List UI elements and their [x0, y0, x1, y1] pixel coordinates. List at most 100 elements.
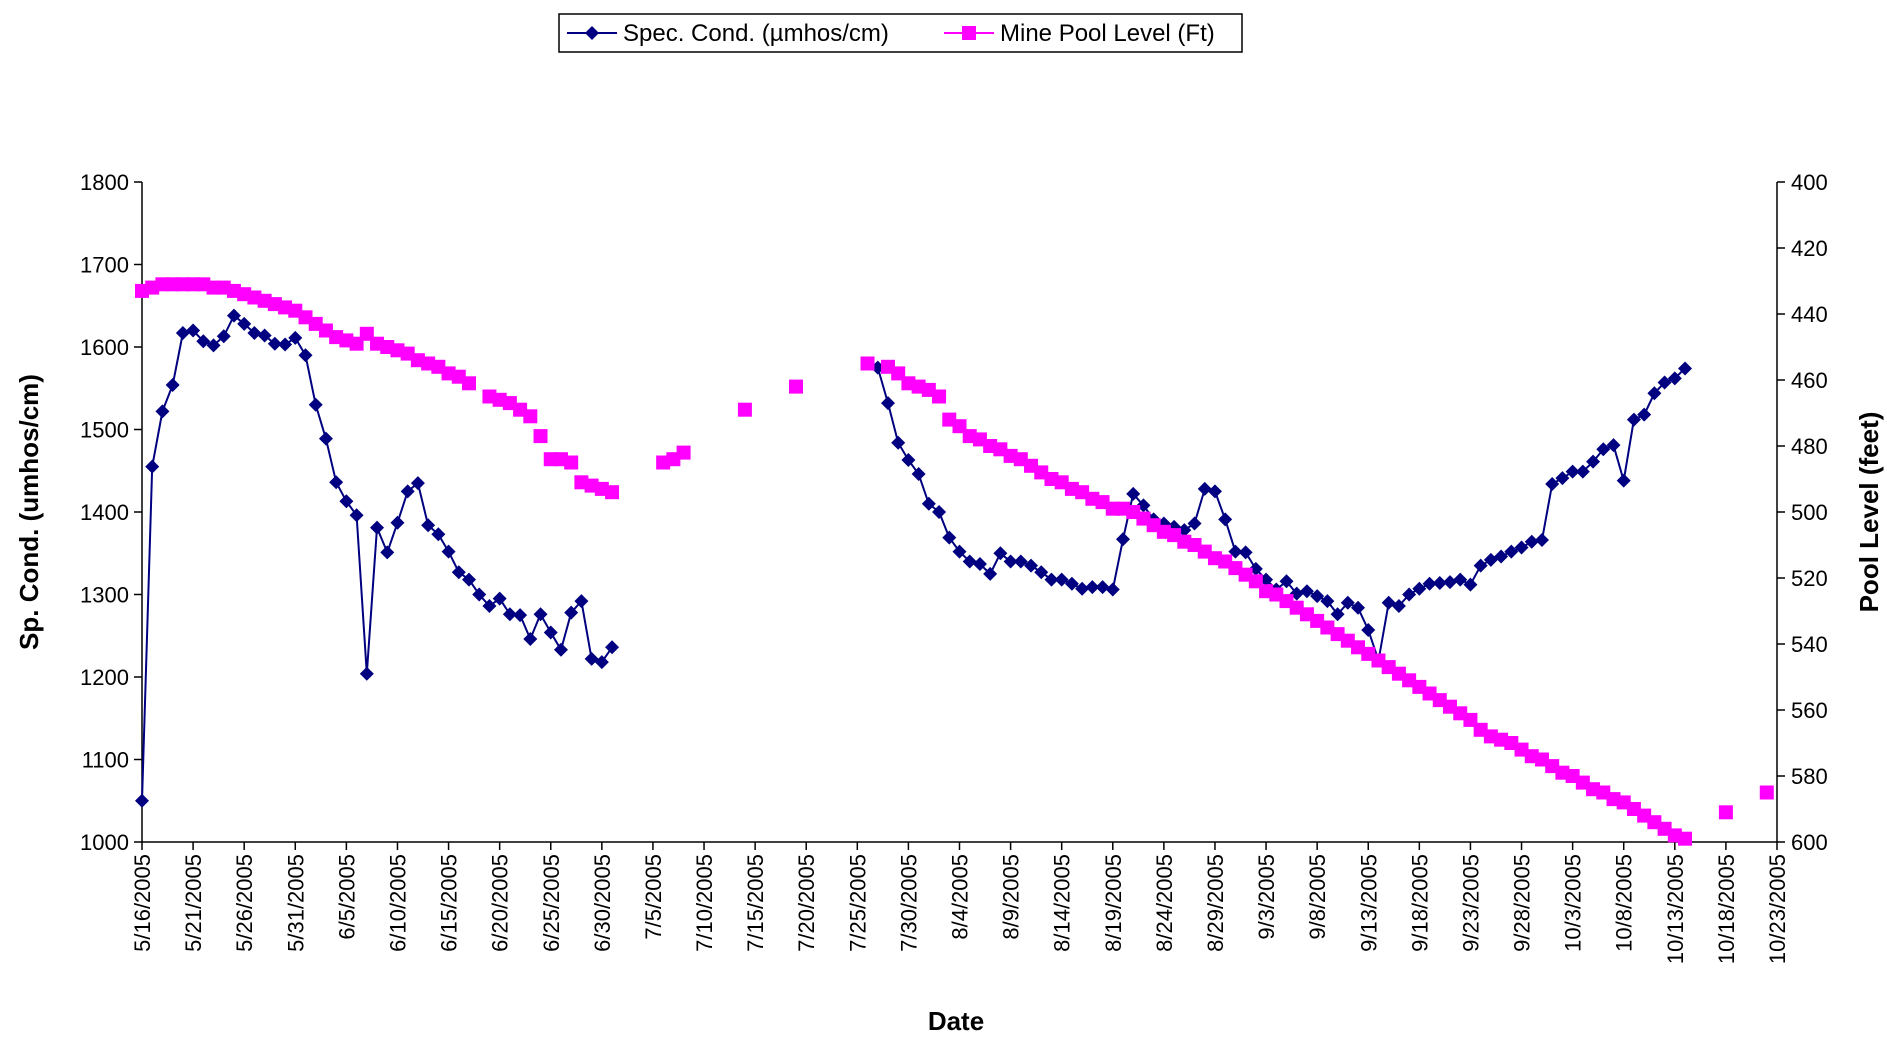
- spec-cond-point: [1616, 473, 1631, 488]
- x-axis-ticks: 5/16/2005 5/21/2005 5/26/2005 5/31/2005 6/5/…: [130, 842, 1790, 964]
- y-axis-title: Sp. Cond. (umhos/cm): [14, 374, 44, 650]
- spec-cond-point: [278, 337, 293, 352]
- spec-cond-point: [1443, 575, 1457, 590]
- spec-cond-point: [1361, 622, 1376, 637]
- mine-pool-level-point: [860, 356, 875, 371]
- x-tick-label: 8/19/2005: [1101, 854, 1126, 952]
- spec-cond-point: [1494, 549, 1509, 564]
- x-tick-label: 5/26/2005: [232, 854, 257, 952]
- spec-cond-point: [502, 607, 517, 622]
- legend-marker-mine-pool-level: [962, 26, 976, 40]
- spec-cond-point: [421, 518, 436, 533]
- spec-cond-point: [1330, 607, 1345, 622]
- mine-pool-level-point: [564, 455, 579, 470]
- spec-cond-point: [605, 640, 620, 655]
- y-tick-label: 1800: [80, 170, 129, 195]
- spec-cond-point: [441, 544, 456, 559]
- spec-cond-point: [370, 520, 385, 535]
- x-tick-label: 6/5/2005: [334, 854, 359, 940]
- spec-cond-point: [1453, 572, 1468, 587]
- x-tick-label: 7/5/2005: [641, 854, 666, 940]
- y2-axis-ticks: 400 420 440 460 480 500 520 540 560 580 600: [1777, 170, 1828, 855]
- spec-cond-point: [298, 348, 313, 363]
- legend-box: [558, 13, 1243, 53]
- spec-cond-point: [216, 329, 231, 344]
- mine-pool-level-point: [533, 429, 548, 444]
- spec-cond-point: [1310, 589, 1325, 604]
- x-tick-label: 7/20/2005: [794, 854, 819, 952]
- spec-cond-point: [247, 325, 262, 340]
- spec-cond-point: [952, 544, 967, 559]
- x-tick-label: 6/15/2005: [437, 854, 462, 952]
- spec-cond-point: [186, 323, 201, 338]
- spec-cond-point: [1534, 533, 1549, 548]
- x-axis-title: Date: [928, 1006, 984, 1036]
- mine-pool-level-point: [1759, 785, 1774, 800]
- spec-cond-point: [308, 397, 323, 412]
- x-tick-label: 8/9/2005: [999, 854, 1024, 940]
- mine-pool-level-point: [676, 445, 691, 460]
- spec-cond-point: [932, 505, 947, 519]
- y-tick-label: 1700: [80, 253, 129, 278]
- spec-cond-point: [1647, 386, 1662, 401]
- spec-cond-point: [1299, 584, 1314, 599]
- spec-cond-point: [1340, 595, 1355, 610]
- spec-cond-point: [431, 527, 446, 542]
- y2-tick-label: 440: [1791, 302, 1828, 327]
- spec-cond-point: [1524, 534, 1539, 549]
- x-tick-label: 10/13/2005: [1663, 854, 1688, 964]
- mine-pool-level-point: [1718, 805, 1733, 820]
- spec-cond-point: [196, 334, 211, 349]
- spec-cond-point: [482, 599, 497, 614]
- spec-cond-point: [1003, 554, 1018, 569]
- mine-pool-level-point: [1678, 831, 1693, 846]
- spec-cond-point: [553, 642, 568, 657]
- mine-pool-level-point: [737, 402, 752, 417]
- spec-cond-point: [390, 515, 405, 530]
- legend-label-mine-pool-level: Mine Pool Level (Ft): [1000, 20, 1215, 47]
- spec-cond-point: [339, 494, 354, 509]
- spec-cond-point: [1637, 407, 1652, 422]
- legend-label-spec-cond: Spec. Cond. (µmhos/cm): [623, 20, 889, 47]
- x-tick-label: 9/18/2005: [1407, 854, 1432, 952]
- spec-cond-point: [472, 587, 487, 602]
- spec-cond-point: [1064, 576, 1079, 591]
- x-tick-label: 9/3/2005: [1254, 854, 1279, 940]
- x-tick-label: 6/25/2005: [539, 854, 564, 952]
- spec-cond-point: [1126, 486, 1141, 501]
- x-tick-label: 5/31/2005: [283, 854, 308, 952]
- spec-cond-point: [206, 338, 221, 353]
- mine-pool-level-point: [605, 485, 620, 500]
- spec-cond-point: [410, 476, 425, 491]
- y2-tick-label: 460: [1791, 368, 1828, 393]
- spec-cond-point: [921, 496, 936, 511]
- spec-cond-point: [380, 545, 395, 560]
- spec-cond-point: [523, 632, 538, 647]
- x-tick-label: 5/21/2005: [181, 854, 206, 952]
- y2-tick-label: 480: [1791, 434, 1828, 459]
- y-axis-ticks: 1000 1100 1200 1300 1400 1500 1600 1700 1800: [80, 170, 142, 855]
- x-tick-label: 9/8/2005: [1305, 854, 1330, 940]
- x-tick-label: 7/25/2005: [845, 854, 870, 952]
- spec-cond-point: [349, 508, 364, 523]
- legend-item-mine-pool-level: Mine Pool Level (Ft): [944, 20, 1215, 47]
- spec-cond-point: [1545, 476, 1560, 491]
- spec-cond-point: [400, 484, 415, 499]
- spec-cond-point: [993, 546, 1008, 561]
- series-mine-pool-level: [135, 277, 1774, 846]
- spec-cond-point: [1422, 576, 1437, 591]
- spec-cond-point: [533, 607, 548, 622]
- spec-cond-point: [1187, 516, 1202, 531]
- spec-cond-point: [1054, 572, 1069, 587]
- y2-tick-label: 580: [1791, 764, 1828, 789]
- spec-cond-point: [237, 316, 252, 331]
- x-tick-label: 6/20/2005: [488, 854, 513, 952]
- spec-cond-point: [1116, 532, 1130, 547]
- spec-cond-point: [1473, 558, 1488, 573]
- spec-cond-point: [257, 328, 272, 343]
- spec-cond-point: [1402, 587, 1417, 602]
- spec-cond-point: [1514, 540, 1529, 555]
- x-tick-label: 7/30/2005: [896, 854, 921, 952]
